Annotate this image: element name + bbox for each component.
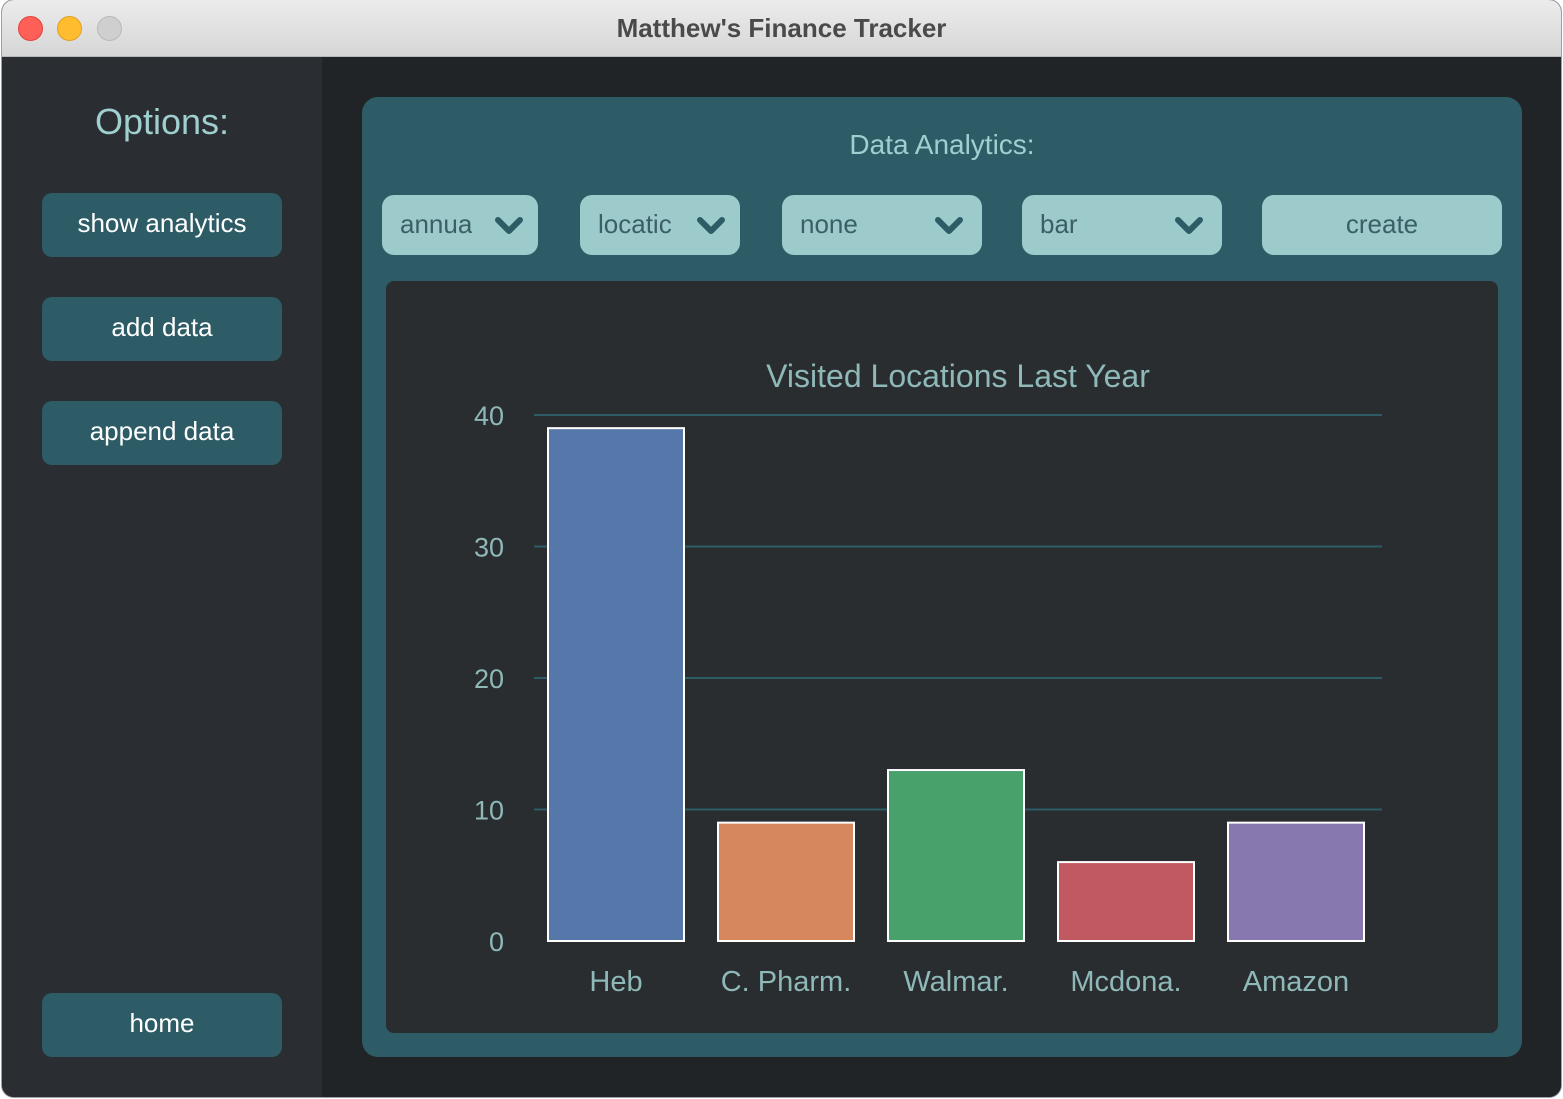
x-tick-label: Walmar. [903,966,1008,998]
bar-mcdona [1057,861,1195,942]
bar-walmar [887,769,1025,942]
sidebar-title: Options: [94,101,230,142]
y-axis-ticks: 0 10 20 30 40 [474,401,504,957]
sidebar: Options: show analytics add data append … [2,57,322,1097]
x-axis-labels: Heb C. Pharm. Walmar. Mcdona. Amazon [589,966,1349,998]
add-data-button[interactable]: add data [42,297,282,361]
dropdown-value: annua [400,209,472,239]
chart-title: Visited Locations Last Year [766,358,1150,394]
y-tick-label: 30 [474,533,504,563]
y-tick-label: 20 [474,664,504,694]
bar-chart: 0 10 20 30 40 Heb C. Pharm. Walmar. Mcdona. Amaz… [474,358,1382,998]
x-tick-label: Heb [589,966,642,998]
home-button[interactable]: home [42,993,282,1057]
period-dropdown[interactable]: annua [382,195,538,255]
dropdown-value: locatic [598,209,672,239]
title-bar: Matthew's Finance Tracker [2,0,1561,57]
window-title: Matthew's Finance Tracker [616,13,947,43]
y-tick-label: 0 [489,927,504,957]
create-button[interactable]: create [1262,195,1502,255]
filter-dropdown[interactable]: none [782,195,982,255]
chevron-down-icon [697,217,725,234]
chevron-down-icon [495,217,523,234]
chart-type-dropdown[interactable]: bar [1022,195,1222,255]
x-tick-label: Mcdona. [1070,966,1181,998]
panel-title: Data Analytics: [849,129,1035,160]
close-window-button[interactable] [18,16,43,41]
show-analytics-button[interactable]: show analytics [42,193,282,257]
category-dropdown[interactable]: locatic [580,195,740,255]
bar-heb [547,427,685,942]
analytics-panel: Data Analytics: annua locatic none bar c… [362,97,1522,1057]
zoom-window-button[interactable] [97,16,122,41]
x-tick-label: C. Pharm. [721,966,852,998]
append-data-button[interactable]: append data [42,401,282,465]
dropdown-value: none [800,209,858,239]
y-tick-label: 10 [474,796,504,826]
dropdown-value: bar [1040,209,1078,239]
chevron-down-icon [1175,217,1203,234]
bar-c-pharm [717,821,855,943]
minimize-window-button[interactable] [57,16,82,41]
main-area: Data Analytics: annua locatic none bar c… [322,57,1561,1097]
chart-area: 0 10 20 30 40 Heb C. Pharm. Walmar. Mcdona. Amaz… [386,281,1498,1033]
chart-bars [547,427,1365,943]
x-tick-label: Amazon [1243,966,1349,998]
chevron-down-icon [935,217,963,234]
bar-amazon [1227,821,1365,943]
y-tick-label: 40 [474,401,504,431]
